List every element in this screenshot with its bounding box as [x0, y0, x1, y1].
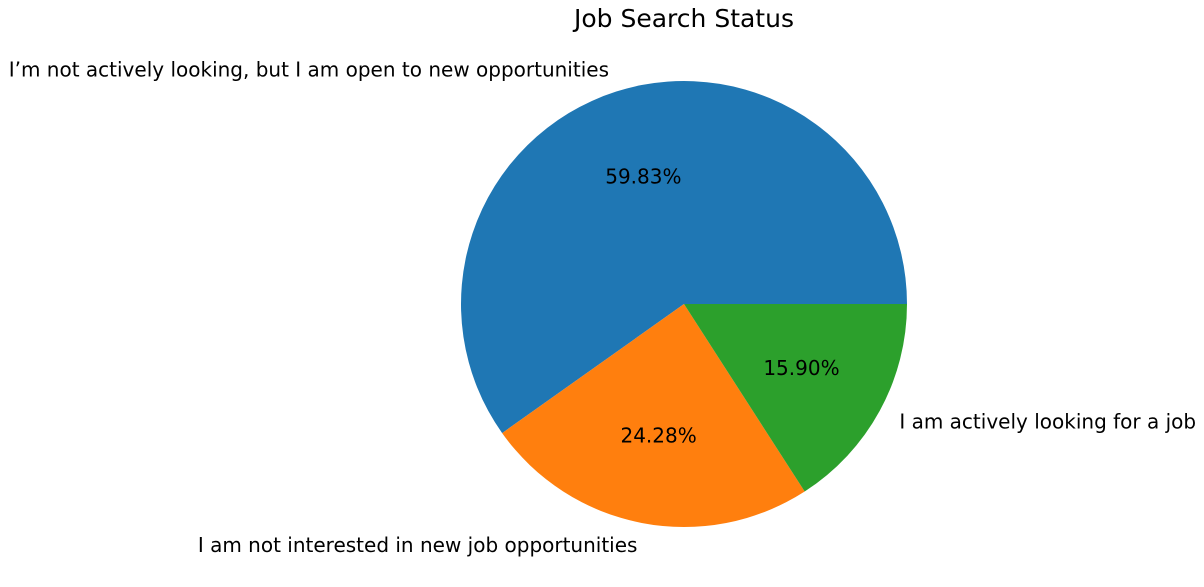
pie-percent-label-1: 24.28% [620, 423, 696, 447]
pie-labels: 59.83% I’m not actively looking, but I am… [9, 57, 1196, 557]
pie-slice-2 [684, 304, 907, 492]
pie-slice-0 [460, 80, 907, 434]
pie-category-label-1: I am not interested in new job opportuni… [198, 533, 638, 557]
pie-slice-1 [502, 304, 805, 527]
pie-slices [460, 80, 907, 527]
pie-percent-label-0: 59.83% [605, 165, 681, 189]
pie-category-label-2: I am actively looking for a job [899, 409, 1196, 433]
chart-title: Job Search Status [572, 4, 794, 33]
pie-percent-label-2: 15.90% [763, 356, 839, 380]
pie-category-label-0: I’m not actively looking, but I am open … [9, 57, 609, 81]
